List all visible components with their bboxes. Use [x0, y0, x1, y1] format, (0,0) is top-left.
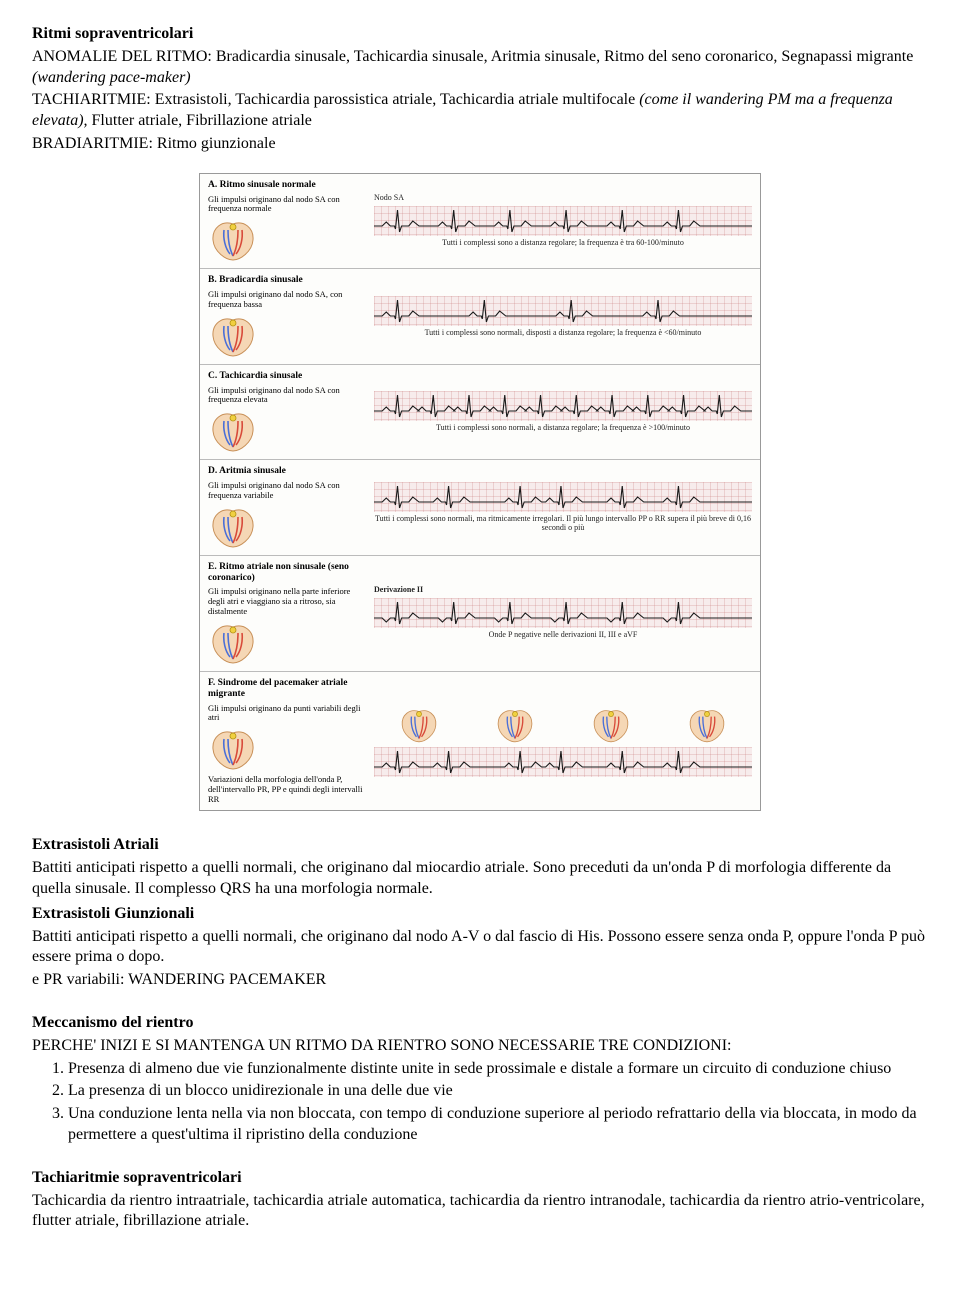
rientro-lead: PERCHE' INIZI E SI MANTENGA UN RITMO DA …: [32, 1036, 928, 1057]
heart-icon: [208, 621, 258, 665]
extras-giunz-text: Battiti anticipati rispetto a quelli nor…: [32, 927, 928, 969]
tachi-sv-text: Tachicardia da rientro intraatriale, tac…: [32, 1191, 928, 1233]
anomalie-em: (wandering pace-maker): [32, 69, 191, 86]
page-title: Ritmi sopraventricolari: [32, 24, 928, 45]
panel-left: C. Tachicardia sinusale Gli impulsi origi…: [200, 365, 370, 459]
tachiaritmie-line: TACHIARITMIE: Extrasistoli, Tachicardia …: [32, 90, 928, 132]
bradiaritmie-line: BRADIARITMIE: Ritmo giunzionale: [32, 134, 928, 155]
panel-title: B. Bradicardia sinusale: [208, 275, 364, 286]
rientro-title: Meccanismo del rientro: [32, 1013, 928, 1034]
panel-right: [370, 672, 760, 811]
heart-icon: [208, 727, 258, 771]
panel-desc2: Variazioni della morfologia dell'onda P,…: [208, 775, 364, 804]
figure-panel: B. Bradicardia sinusale Gli impulsi origi…: [200, 269, 760, 364]
bradi-text: Ritmo giunzionale: [153, 135, 276, 152]
nodo-label: Nodo SA: [374, 194, 752, 203]
panel-desc: Gli impulsi originano dal nodo SA con fr…: [208, 481, 364, 501]
panel-left: F. Sindrome del pacemaker atriale migran…: [200, 672, 370, 811]
panel-left: A. Ritmo sinusale normale Gli impulsi ori…: [200, 174, 370, 268]
bradi-label: BRADIARITMIE:: [32, 135, 153, 152]
anomalie-text: Bradicardia sinusale, Tachicardia sinusa…: [212, 48, 914, 65]
panel-right: Nodo SA Tutti i complessi sono a distanz…: [370, 174, 760, 268]
heart-icon: [208, 409, 258, 453]
panel-desc: Gli impulsi originano dal nodo SA con fr…: [208, 386, 364, 406]
heart-icon: [494, 706, 536, 744]
heart-icon: [686, 706, 728, 744]
panel-right: Tutti i complessi sono normali, ma ritmi…: [370, 460, 760, 554]
panel-title: F. Sindrome del pacemaker atriale migran…: [208, 678, 364, 700]
rientro-list: Presenza di almeno due vie funzionalment…: [32, 1059, 928, 1146]
rientro-item: Una conduzione lenta nella via non blocc…: [68, 1104, 928, 1146]
panel-right: Tutti i complessi sono normali, a distan…: [370, 365, 760, 459]
panel-caption: Tutti i complessi sono normali, ma ritmi…: [374, 515, 752, 533]
heart-row: [208, 409, 364, 453]
panel-right: Tutti i complessi sono normali, disposti…: [370, 269, 760, 363]
panel-right: Derivazione II Onde P negative nelle der…: [370, 556, 760, 671]
heart-row: [208, 727, 364, 771]
panel-caption: Onde P negative nelle derivazioni II, II…: [374, 631, 752, 640]
panel-desc: Gli impulsi originano dal nodo SA con fr…: [208, 195, 364, 215]
figure-panel: F. Sindrome del pacemaker atriale migran…: [200, 672, 760, 811]
panel-caption: Tutti i complessi sono a distanza regola…: [374, 239, 752, 248]
panel-title: A. Ritmo sinusale normale: [208, 180, 364, 191]
heart-icon: [208, 314, 258, 358]
extras-giunz-text2: e PR variabili: WANDERING PACEMAKER: [32, 970, 928, 991]
figure-panel: A. Ritmo sinusale normale Gli impulsi ori…: [200, 174, 760, 269]
ecg-strip: [374, 296, 752, 326]
rientro-item: La presenza di un blocco unidirezionale …: [68, 1081, 928, 1102]
tachi-text: Extrasistoli, Tachicardia parossistica a…: [151, 91, 640, 108]
rientro-item: Presenza di almeno due vie funzionalment…: [68, 1059, 928, 1080]
heart-row: [208, 218, 364, 262]
panel-desc: Gli impulsi originano nella parte inferi…: [208, 587, 364, 616]
ecg-strip: [374, 391, 752, 421]
heart-row: [208, 621, 364, 665]
heart-icon: [590, 706, 632, 744]
extras-atriali-title: Extrasistoli Atriali: [32, 835, 928, 856]
tachi-text2: Flutter atriale, Fibrillazione atriale: [88, 112, 312, 129]
ecg-strip: [374, 206, 752, 236]
ecg-strip: [374, 482, 752, 512]
ecg-strip: [374, 747, 752, 777]
heart-icon: [398, 706, 440, 744]
panel-left: E. Ritmo atriale non sinusale (seno coro…: [200, 556, 370, 671]
panel-left: D. Aritmia sinusale Gli impulsi originano…: [200, 460, 370, 554]
figure-panel: D. Aritmia sinusale Gli impulsi originano…: [200, 460, 760, 555]
panel-caption: Tutti i complessi sono normali, a distan…: [374, 424, 752, 433]
heart-row: [208, 314, 364, 358]
tachi-sv-title: Tachiaritmie sopraventricolari: [32, 1168, 928, 1189]
figure-panel: C. Tachicardia sinusale Gli impulsi origi…: [200, 365, 760, 460]
rhythm-figure: A. Ritmo sinusale normale Gli impulsi ori…: [199, 173, 761, 812]
panel-title: D. Aritmia sinusale: [208, 466, 364, 477]
panel-desc: Gli impulsi originano da punti variabili…: [208, 704, 364, 724]
heart-row: [208, 505, 364, 549]
lead-label: Derivazione II: [374, 586, 752, 595]
panel-caption: Tutti i complessi sono normali, disposti…: [374, 329, 752, 338]
panel-title: C. Tachicardia sinusale: [208, 371, 364, 382]
figure-container: A. Ritmo sinusale normale Gli impulsi ori…: [32, 173, 928, 812]
extras-giunz-title: Extrasistoli Giunzionali: [32, 904, 928, 925]
heart-row-top: [374, 706, 752, 744]
panel-desc: Gli impulsi originano dal nodo SA, con f…: [208, 290, 364, 310]
anomalie-line: ANOMALIE DEL RITMO: Bradicardia sinusale…: [32, 47, 928, 89]
ecg-strip: [374, 598, 752, 628]
extras-atriali-text: Battiti anticipati rispetto a quelli nor…: [32, 858, 928, 900]
figure-panel: E. Ritmo atriale non sinusale (seno coro…: [200, 556, 760, 672]
heart-icon: [208, 505, 258, 549]
panel-title: E. Ritmo atriale non sinusale (seno coro…: [208, 562, 364, 584]
anomalie-label: ANOMALIE DEL RITMO:: [32, 48, 212, 65]
heart-icon: [208, 218, 258, 262]
tachi-label: TACHIARITMIE:: [32, 91, 151, 108]
panel-left: B. Bradicardia sinusale Gli impulsi origi…: [200, 269, 370, 363]
